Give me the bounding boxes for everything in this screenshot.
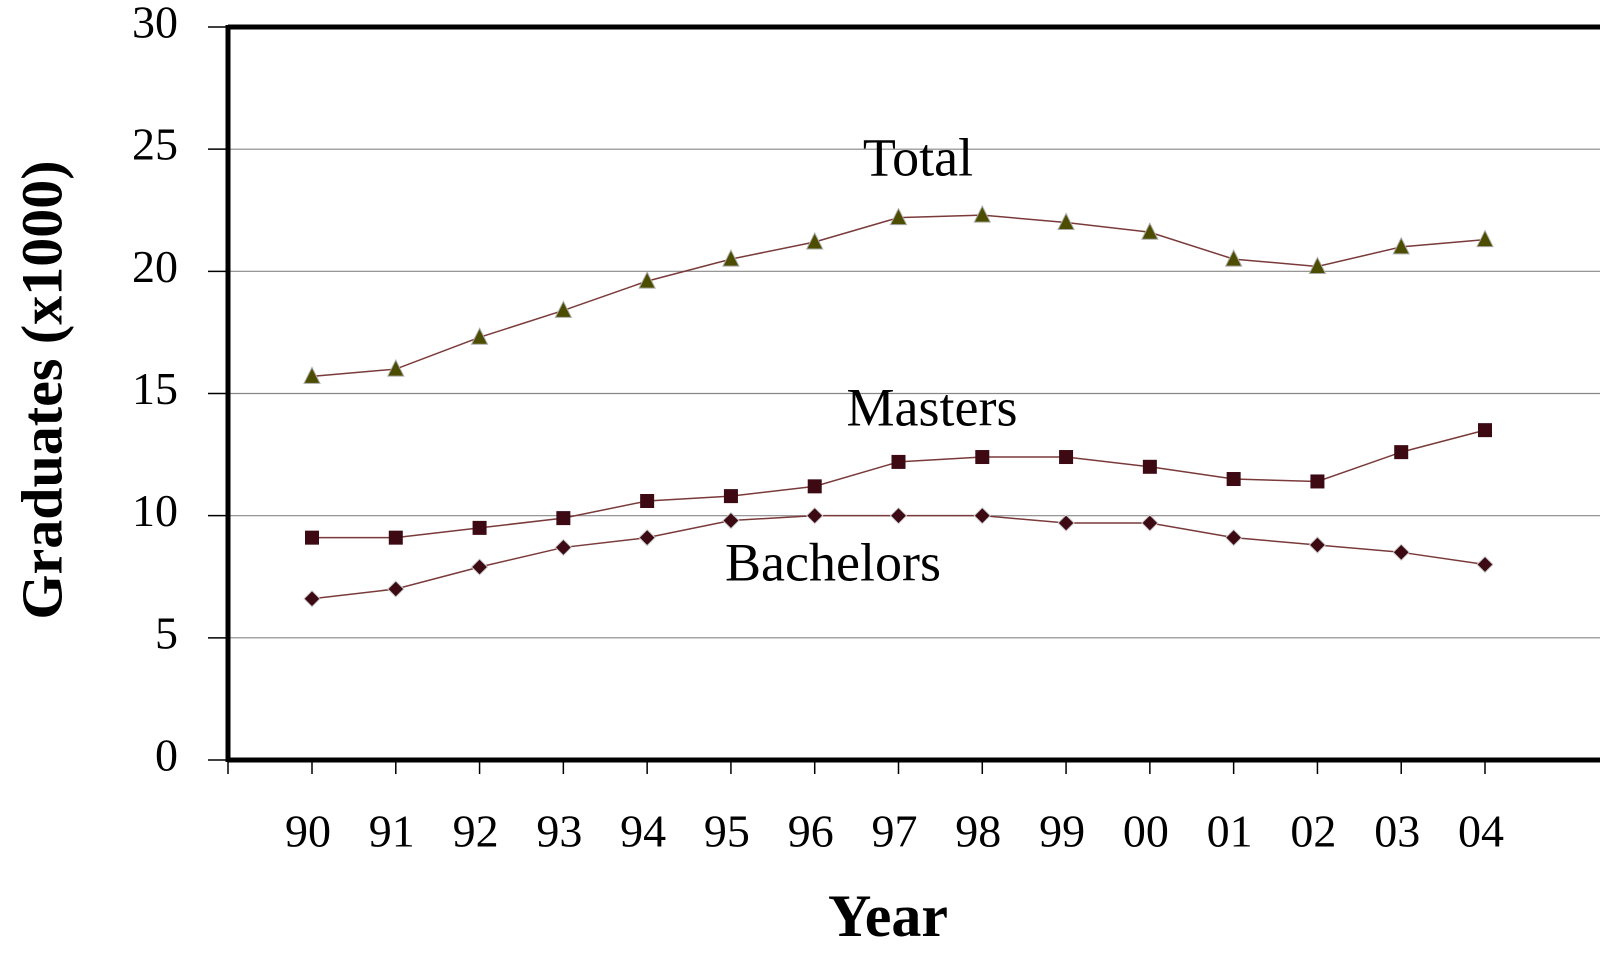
x-tick-label: 01 [1207, 806, 1253, 857]
x-tick-label: 03 [1374, 806, 1420, 857]
marker [1476, 229, 1494, 248]
marker [1392, 236, 1411, 255]
marker [638, 528, 656, 547]
marker [889, 506, 908, 525]
y-tick-label: 5 [155, 607, 178, 658]
series-line [311, 214, 1486, 378]
marker [470, 558, 489, 576]
marker [722, 248, 740, 267]
marker [723, 489, 738, 504]
marker [638, 270, 656, 289]
series-label: Total [863, 127, 973, 187]
x-tick-label: 92 [453, 806, 499, 857]
marker [1226, 472, 1241, 487]
marker [386, 358, 405, 377]
x-tick-label: 90 [285, 806, 331, 857]
y-tick-label: 25 [132, 119, 178, 170]
marker [1141, 222, 1159, 240]
x-tick-label: 94 [620, 806, 666, 857]
y-tick-label: 20 [132, 241, 178, 292]
x-tick-label: 99 [1039, 806, 1085, 857]
marker [889, 207, 908, 226]
marker [556, 511, 571, 526]
x-tick-label: 96 [788, 806, 834, 857]
y-tick-label: 30 [132, 0, 178, 48]
marker [472, 520, 487, 535]
marker [805, 231, 824, 250]
marker [1394, 445, 1409, 460]
y-tick-label: 0 [155, 730, 178, 781]
marker [1057, 514, 1075, 532]
marker [1142, 459, 1157, 474]
marker [891, 454, 906, 469]
marker [1224, 528, 1243, 547]
series-label: Bachelors [725, 532, 941, 592]
marker [1308, 536, 1327, 554]
x-tick-label: 95 [704, 806, 750, 857]
marker [973, 205, 992, 223]
series-label: Masters [847, 377, 1018, 437]
y-axis-label: Graduates (x1000) [9, 160, 74, 619]
marker [1057, 212, 1075, 230]
marker [973, 506, 991, 525]
marker [1059, 450, 1074, 465]
marker [1476, 555, 1494, 574]
x-tick-label: 02 [1290, 806, 1336, 857]
marker [303, 366, 321, 384]
marker [470, 327, 489, 345]
marker [722, 511, 740, 530]
x-tick-label: 98 [955, 806, 1001, 857]
y-tick-label: 10 [132, 485, 178, 536]
x-tick-label: 91 [369, 806, 415, 857]
marker [1224, 248, 1243, 267]
marker [388, 530, 403, 545]
marker [303, 590, 321, 608]
marker [1141, 514, 1159, 532]
marker [1478, 423, 1492, 438]
marker [1308, 256, 1327, 274]
marker [807, 479, 822, 494]
x-tick-label: 00 [1123, 806, 1169, 857]
x-tick-label: 97 [872, 806, 918, 857]
marker [1310, 474, 1325, 489]
x-tick-label: 04 [1458, 806, 1504, 857]
marker [554, 300, 573, 318]
marker [554, 538, 573, 557]
x-axis-label: Year [828, 883, 948, 949]
y-tick-label: 15 [132, 363, 178, 414]
marker [387, 580, 405, 598]
x-tick-label: 93 [536, 806, 582, 857]
marker [640, 494, 655, 509]
marker [806, 506, 824, 525]
marker [975, 450, 990, 465]
marker [1392, 543, 1410, 562]
marker [305, 530, 319, 545]
